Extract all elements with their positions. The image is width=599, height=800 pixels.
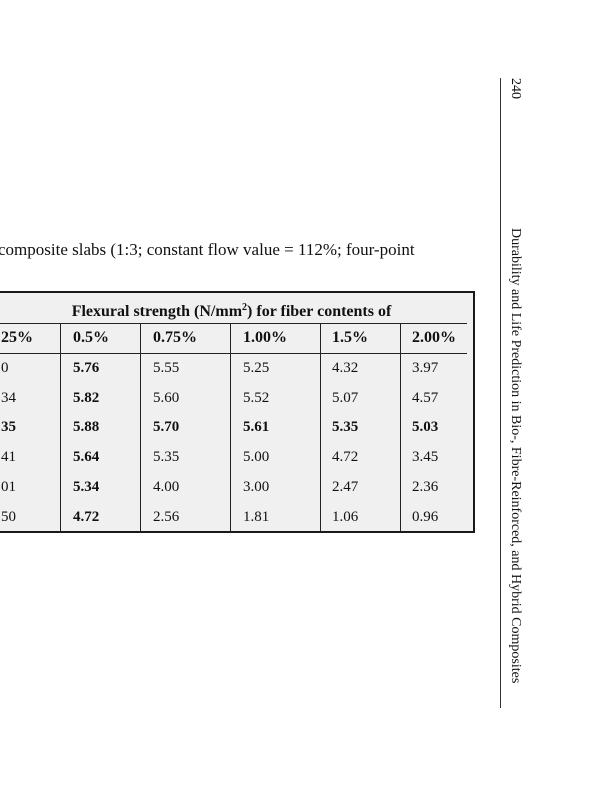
column-header: 0.75% [153,329,197,346]
span-header-pre: Flexural strength (N/mm [71,303,243,320]
table-cell: 5.64 [73,449,100,465]
page-number: 240 [508,78,523,99]
running-head: 240 Durability and Life Prediction in Bi… [504,78,526,708]
column-divider [140,323,141,531]
column-header: 0.5% [73,329,109,346]
column-header-rule [0,353,467,354]
table-cell: 5.61 [243,419,270,435]
table-cell: 3.97 [412,360,439,376]
table-cell: 0.96 [412,509,439,525]
column-divider [60,323,61,531]
table-cell: 4.32 [332,360,359,376]
table-cell: 5.70 [153,419,180,435]
table-cell: 5.82 [73,390,100,406]
table-cell: 4.57 [412,390,439,406]
table-cell: 1.06 [332,509,359,525]
column-header: 1.00% [243,329,287,346]
column-header: 1.5% [332,329,368,346]
table-cell: 3.45 [412,449,439,465]
table-cell: 4.00 [153,479,180,495]
table-cell: 5.55 [153,360,180,376]
running-title: Durability and Life Prediction in Bio-, … [508,228,523,684]
table-cell: 5.35 [332,419,359,435]
column-header: 25% [1,329,33,346]
table-cell: 1.81 [243,509,270,525]
table-cell: 5.52 [243,390,270,406]
column-divider [400,323,401,531]
table-cell: 41 [1,449,16,465]
table-cell: 4.72 [73,509,100,525]
table-cell: 5.76 [73,360,100,376]
table-cell: 01 [1,479,16,495]
table-cell: 5.34 [73,479,100,495]
column-divider [320,323,321,531]
table-cell: 34 [1,390,16,406]
span-header: Flexural strength (N/mm2) for fiber cont… [0,293,473,323]
table-cell: 2.56 [153,509,180,525]
table-cell: 5.60 [153,390,180,406]
table-cell: 5.03 [412,419,439,435]
table-cell: 5.00 [243,449,270,465]
table-cell: 5.88 [73,419,100,435]
table-cell: 5.07 [332,390,359,406]
table-cell: 3.00 [243,479,270,495]
span-header-rule [0,323,467,324]
table-cell: 5.35 [153,449,180,465]
table-cell: 5.25 [243,360,270,376]
column-divider [230,323,231,531]
running-head-rule [500,78,501,708]
flexural-strength-table: Flexural strength (N/mm2) for fiber cont… [0,291,475,533]
table-cell: 35 [1,419,16,435]
table-cell: 2.47 [332,479,359,495]
table-cell: 4.72 [332,449,359,465]
span-header-post: ) for fiber contents of [247,303,392,320]
table-cell: 50 [1,509,16,525]
span-header-sup: 2 [242,302,248,313]
table-cell: 2.36 [412,479,439,495]
column-header: 2.00% [412,329,456,346]
table-caption: composite slabs (1:3; constant flow valu… [0,240,415,259]
table-cell: 0 [1,360,9,376]
